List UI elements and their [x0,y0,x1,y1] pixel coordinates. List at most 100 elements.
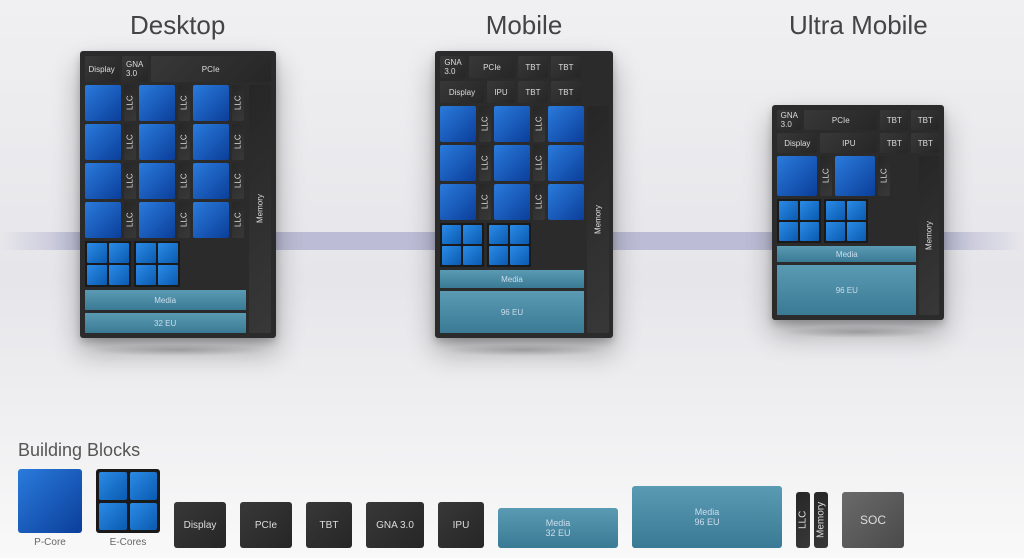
mobile-column: Mobile GNA 3.0 PCIe TBT TBT Display IPU … [435,10,613,338]
display-block: Display [440,81,484,103]
tbt-block: TBT [911,110,939,130]
pcore [139,163,175,199]
memory-block: Memory [249,85,271,333]
ultra-title: Ultra Mobile [789,10,928,41]
pcore [440,145,476,181]
pcore [548,106,584,142]
legend-media96: Media96 EU [632,486,782,548]
ecore-cluster [134,241,180,287]
legend-ipu: IPU [438,502,484,548]
media-block: Media [440,270,584,288]
eu-block: 96 EU [440,291,584,333]
tbt-block: TBT [518,81,548,103]
ecore-cluster [85,241,131,287]
tbt-block: TBT [880,110,908,130]
media-block: Media [777,246,916,262]
mobile-title: Mobile [486,10,563,41]
ipu-block: IPU [820,133,877,153]
pcore [193,163,229,199]
ecore-cluster [487,223,531,267]
pcore [494,106,530,142]
llc-block: LLC [533,184,545,220]
legend-display: Display [174,502,226,548]
llc-block: LLC [232,85,244,121]
pcore [139,85,175,121]
ecore-cluster [824,199,868,243]
display-block: Display [777,133,817,153]
pcore [494,145,530,181]
llc-block: LLC [232,163,244,199]
llc-block: LLC [178,85,190,121]
legend-gna: GNA 3.0 [366,502,424,548]
legend-pcore: P-Core [18,469,82,548]
llc-block: LLC [479,184,491,220]
llc-block: LLC [124,124,136,160]
llc-block: LLC [479,145,491,181]
pcie-block: PCIe [469,56,515,78]
ecore-cluster [440,223,484,267]
tbt-block: TBT [551,81,581,103]
tbt-block: TBT [518,56,548,78]
pcore [835,156,875,196]
pcore [85,85,121,121]
pcore [193,85,229,121]
gna-block: GNA 3.0 [122,56,148,82]
mobile-chip: GNA 3.0 PCIe TBT TBT Display IPU TBT TBT… [435,51,613,338]
display-block: Display [85,56,119,82]
tbt-block: TBT [551,56,581,78]
gna-block: GNA 3.0 [777,110,801,130]
pcore [440,106,476,142]
legend-title: Building Blocks [18,440,1006,461]
ecore-cluster [777,199,821,243]
ipu-block: IPU [487,81,515,103]
pcore [440,184,476,220]
desktop-chip: Display GNA 3.0 PCIe LLC LLC LLC LLC LLC LLC… [80,51,276,338]
pcie-block: PCIe [804,110,877,130]
pcore [193,202,229,238]
tbt-block: TBT [911,133,939,153]
memory-block: Memory [587,106,609,333]
eu-block: 96 EU [777,265,916,315]
llc-block: LLC [232,124,244,160]
llc-block: LLC [878,156,890,196]
desktop-title: Desktop [130,10,225,41]
pcore [548,145,584,181]
llc-block: LLC [124,202,136,238]
llc-block: LLC [178,124,190,160]
legend-llc-memory: LLCMemory [796,492,828,548]
chip-row: Desktop Display GNA 3.0 PCIe LLC LLC LLC L… [0,10,1024,338]
llc-block: LLC [178,163,190,199]
ultra-column: Ultra Mobile GNA 3.0 PCIe TBT TBT Displa… [772,64,944,320]
llc-block: LLC [479,106,491,142]
memory-block: Memory [919,156,939,315]
llc-block: LLC [124,163,136,199]
pcore [85,163,121,199]
pcore [494,184,530,220]
gna-block: GNA 3.0 [440,56,466,78]
legend-ecore: E-Cores [96,469,160,548]
tbt-block: TBT [880,133,908,153]
pcore [85,124,121,160]
legend-soc: SOC [842,492,904,548]
llc-block: LLC [533,106,545,142]
llc-block: LLC [178,202,190,238]
pcore [85,202,121,238]
llc-block: LLC [232,202,244,238]
llc-block: LLC [533,145,545,181]
pcie-block: PCIe [151,56,271,82]
pcore [139,202,175,238]
legend-media32: Media32 EU [498,508,618,548]
desktop-column: Desktop Display GNA 3.0 PCIe LLC LLC LLC L… [80,10,276,338]
eu-block: 32 EU [85,313,246,333]
media-block: Media [85,290,246,310]
pcore [777,156,817,196]
building-blocks-legend: Building Blocks P-Core E-Cores Display P… [18,440,1006,548]
legend-pcie: PCIe [240,502,292,548]
pcore [548,184,584,220]
legend-tbt: TBT [306,502,352,548]
llc-block: LLC [124,85,136,121]
pcore [193,124,229,160]
ultra-chip: GNA 3.0 PCIe TBT TBT Display IPU TBT TBT… [772,105,944,320]
llc-block: LLC [820,156,832,196]
pcore [139,124,175,160]
